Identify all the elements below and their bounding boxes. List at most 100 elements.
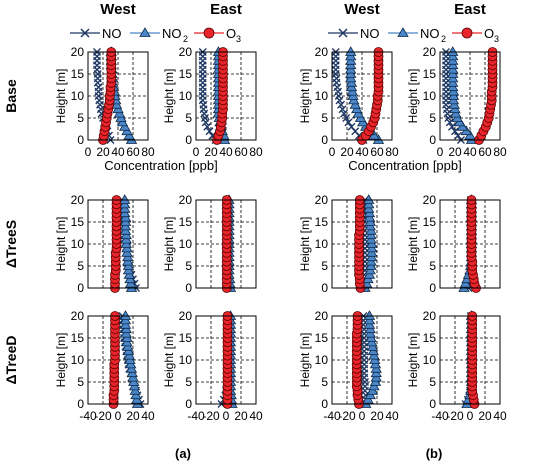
ytick-pa-r0-c0-4: 20 [71, 45, 85, 59]
ylabel-pb-r1-c3: Height [m] [406, 217, 420, 272]
ytick-pa-r1-c0-1: 5 [77, 259, 84, 273]
ytick-pb-r2-c2-1: 5 [321, 375, 328, 389]
ytick-pa-r2-c1-1: 5 [185, 375, 192, 389]
ytick-pb-r2-c2-0: 0 [321, 397, 328, 411]
xtick-pb-r0-c2-0: 0 [329, 145, 336, 159]
xtick-pb-r0-c3-2: 40 [463, 145, 477, 159]
row-label-0: Base [3, 79, 19, 113]
ytick-pb-r0-c3-1: 5 [429, 111, 436, 125]
frame-pb-r2-c2 [331, 315, 393, 405]
ytick-pb-r2-c3-0: 0 [429, 397, 436, 411]
ytick-pb-r2-c3-3: 15 [423, 331, 437, 345]
legend-label-no2-0: NO [162, 26, 182, 41]
legend-marker-no-0 [80, 28, 90, 38]
ylabel-pa-r2-c0: Height [m] [54, 333, 68, 388]
frame-pa-r0-c0 [87, 51, 149, 141]
frame-pb-r0-c3 [439, 51, 501, 141]
point-no2-pb-r2-c2-20 [363, 310, 376, 320]
ytick-pa-r2-c0-2: 10 [71, 353, 85, 367]
point-no-pb-r0-c2-8 [337, 100, 345, 109]
xtick-pa-r0-c0-4: 80 [141, 145, 155, 159]
point-no-pb-r0-c3-4 [445, 118, 454, 127]
point-no-pb-r0-c2-7 [338, 105, 347, 114]
frame-pa-r2-c1 [195, 315, 257, 405]
ytick-pa-r1-c1-3: 15 [179, 215, 193, 229]
ytick-pa-r2-c0-3: 15 [71, 331, 85, 345]
legend-marker-no2-0 [139, 27, 151, 37]
ytick-pa-r0-c1-1: 5 [185, 111, 192, 125]
legend-marker-o3-1 [461, 27, 473, 39]
xtick-pb-r2-c2-1: -20 [338, 409, 356, 423]
ytick-pa-r0-c0-0: 0 [77, 133, 84, 147]
ytick-pa-r1-c0-2: 10 [71, 237, 85, 251]
ylabel-pa-r0-c0: Height [m] [54, 69, 68, 124]
xtick-pa-r0-c0-1: 20 [96, 145, 110, 159]
legend-label-o3-sub-1: 3 [494, 34, 499, 44]
xtick-pa-r0-c1-2: 40 [219, 145, 233, 159]
xtick-pa-r2-c0-0: -40 [79, 409, 97, 423]
legend-label-no-1: NO [360, 26, 380, 41]
point-no2-pa-r1-c0-20 [119, 194, 131, 204]
ytick-pb-r0-c2-1: 5 [321, 111, 328, 125]
ytick-pa-r2-c1-0: 0 [185, 397, 192, 411]
ytick-pa-r2-c0-4: 20 [71, 309, 85, 323]
ytick-pa-r1-c0-0: 0 [77, 281, 84, 295]
ytick-pb-r2-c3-1: 5 [429, 375, 436, 389]
ytick-pb-r0-c2-3: 15 [315, 67, 329, 81]
point-no-pb-r0-c3-3 [448, 122, 456, 131]
point-no-pa-r0-c1-3 [203, 122, 212, 131]
ytick-pb-r1-c2-0: 0 [321, 281, 328, 295]
point-no-pa-r0-c1-2 [205, 127, 214, 136]
frame-pa-r0-c1 [195, 51, 257, 141]
ytick-pb-r1-c3-4: 20 [423, 193, 437, 207]
ytick-pa-r0-c1-2: 10 [179, 89, 193, 103]
point-no-pb-r0-c2-3 [347, 122, 356, 131]
ytick-pb-r0-c3-4: 20 [423, 45, 437, 59]
ylabel-pb-r0-c2: Height [m] [298, 69, 312, 124]
panel-label-a: (a) [175, 446, 191, 461]
frame-pb-r2-c3 [439, 315, 501, 405]
ytick-pa-r0-c0-1: 5 [77, 111, 84, 125]
point-no-pb-r0-c2-5 [342, 114, 351, 122]
ytick-pb-r0-c2-4: 20 [315, 45, 329, 59]
ytick-pb-r2-c2-4: 20 [315, 309, 329, 323]
ytick-pb-r1-c2-1: 5 [321, 259, 328, 273]
xtick-pa-r0-c1-3: 60 [234, 145, 248, 159]
xtick-pb-r0-c3-1: 20 [448, 145, 462, 159]
xtick-pb-r2-c3-4: 40 [493, 409, 507, 423]
legend-marker-no-1 [338, 28, 348, 38]
frame-pb-r0-c2 [331, 51, 393, 141]
ytick-pa-r1-c0-4: 20 [71, 193, 85, 207]
xtick-pb-r0-c3-3: 60 [478, 145, 492, 159]
xtick-pa-r2-c1-0: -40 [187, 409, 205, 423]
xtick-pb-r2-c3-1: -20 [446, 409, 464, 423]
ytick-pa-r1-c1-4: 20 [179, 193, 193, 207]
ytick-pb-r1-c2-2: 10 [315, 237, 329, 251]
ytick-pb-r1-c3-2: 10 [423, 237, 437, 251]
ylabel-pa-r2-c1: Height [m] [162, 333, 176, 388]
xtick-pa-r2-c1-4: 40 [249, 409, 263, 423]
xtick-pb-r0-c2-1: 20 [340, 145, 354, 159]
xtick-pa-r2-c1-3: 20 [234, 409, 248, 423]
ytick-pa-r2-c1-2: 10 [179, 353, 193, 367]
ylabel-pa-r1-c1: Height [m] [162, 217, 176, 272]
xtick-pa-r0-c0-2: 40 [111, 145, 125, 159]
ytick-pa-r0-c1-4: 20 [179, 45, 193, 59]
panel-label-b: (b) [426, 446, 443, 461]
ytick-pb-r1-c3-3: 15 [423, 215, 437, 229]
xtick-pa-r2-c0-1: -20 [94, 409, 112, 423]
ylabel-pb-r2-c3: Height [m] [406, 333, 420, 388]
xlabel-base-1: Concentration [ppb] [348, 158, 461, 173]
ytick-pb-r0-c2-2: 10 [315, 89, 329, 103]
xtick-pb-r2-c3-2: 0 [467, 409, 474, 423]
frame-pb-r1-c3 [439, 199, 501, 289]
point-no2-pb-r1-c2-20 [363, 194, 375, 204]
ylabel-pb-r1-c2: Height [m] [298, 217, 312, 272]
xtick-pb-r0-c2-3: 60 [370, 145, 384, 159]
legend-label-no2-1: NO [420, 26, 440, 41]
point-no2-pa-r2-c0-20 [119, 310, 132, 320]
xtick-pb-r2-c2-2: 0 [359, 409, 366, 423]
ytick-pa-r2-c0-0: 0 [77, 397, 84, 411]
